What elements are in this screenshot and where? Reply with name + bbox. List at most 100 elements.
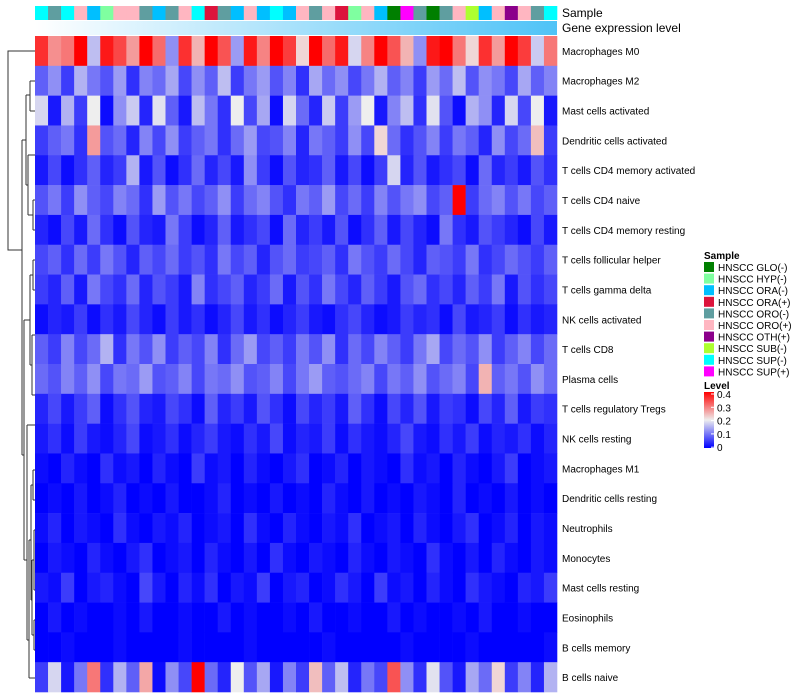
heatmap-cell bbox=[191, 95, 205, 126]
heatmap-cell bbox=[452, 214, 466, 246]
heatmap-cell bbox=[465, 453, 479, 484]
heatmap-cell bbox=[543, 95, 558, 126]
heatmap-cell bbox=[217, 185, 232, 216]
heatmap-cell bbox=[465, 364, 479, 395]
heatmap-cell bbox=[530, 95, 545, 126]
heatmap-cell bbox=[217, 364, 232, 395]
heatmap-cell bbox=[269, 423, 284, 454]
heatmap-cell bbox=[256, 304, 271, 335]
heatmap-cell bbox=[191, 364, 205, 395]
heatmap-cell bbox=[387, 483, 401, 514]
heatmap-cell bbox=[100, 95, 114, 126]
heatmap-cell bbox=[348, 214, 362, 246]
heatmap-cell bbox=[165, 244, 179, 275]
heatmap-cell bbox=[282, 483, 297, 514]
heatmap-cell bbox=[74, 602, 88, 633]
heatmap-cell bbox=[335, 393, 349, 424]
heatmap-cell bbox=[126, 423, 140, 454]
heatmap-cell bbox=[361, 513, 375, 544]
heatmap-cell bbox=[204, 244, 218, 275]
heatmap-cell bbox=[61, 364, 75, 395]
heatmap-cell bbox=[230, 662, 245, 693]
heatmap-cell bbox=[282, 453, 297, 484]
heatmap-cell bbox=[504, 95, 519, 126]
heatmap-cell bbox=[139, 95, 153, 126]
heatmap-cell bbox=[335, 632, 349, 663]
heatmap-cell bbox=[413, 185, 427, 216]
heatmap-cell bbox=[61, 662, 75, 693]
heatmap-cell bbox=[48, 125, 62, 156]
heatmap-cell bbox=[61, 214, 75, 246]
heatmap-cell bbox=[309, 483, 323, 514]
heatmap-cell bbox=[426, 572, 440, 603]
heatmap-cell bbox=[465, 334, 479, 365]
heatmap-cell bbox=[230, 244, 245, 275]
heatmap-cell bbox=[387, 453, 401, 484]
heatmap-cell bbox=[35, 125, 49, 156]
heatmap-cell bbox=[504, 65, 519, 96]
heatmap-cell bbox=[530, 155, 545, 186]
heatmap-cell bbox=[230, 214, 245, 246]
heatmap-cell bbox=[113, 125, 127, 156]
heatmap-cell bbox=[269, 185, 284, 216]
sample-annotation-cell bbox=[439, 6, 453, 20]
row-labels: Macrophages M0 Macrophages M2 Mast cells a… bbox=[562, 47, 695, 684]
heatmap-cell bbox=[413, 334, 427, 365]
heatmap-cell bbox=[113, 304, 127, 335]
heatmap-cell bbox=[387, 304, 401, 335]
heatmap-cell bbox=[452, 453, 466, 484]
heatmap-cell bbox=[269, 572, 284, 603]
heatmap-cell bbox=[165, 185, 179, 216]
heatmap-cell bbox=[191, 274, 205, 305]
heatmap-cell bbox=[452, 125, 466, 156]
heatmap-cell bbox=[191, 513, 205, 544]
heatmap-cell bbox=[530, 602, 545, 633]
heatmap-cell bbox=[439, 304, 453, 335]
heatmap-cell bbox=[387, 155, 401, 186]
heatmap-cell bbox=[491, 95, 506, 126]
heatmap-cell bbox=[230, 185, 245, 216]
sample-annotation-cell bbox=[413, 6, 427, 20]
heatmap-cell bbox=[361, 453, 375, 484]
heatmap-cell bbox=[100, 185, 114, 216]
heatmap-cell bbox=[335, 483, 349, 514]
heatmap-cell bbox=[530, 304, 545, 335]
heatmap-cell bbox=[230, 334, 245, 365]
heatmap-cell bbox=[374, 125, 388, 156]
row-label: T cells CD4 memory resting bbox=[562, 226, 685, 237]
heatmap-cell bbox=[426, 662, 440, 693]
heatmap-cell bbox=[243, 364, 258, 395]
heatmap-cell bbox=[178, 155, 192, 186]
heatmap-cell bbox=[543, 542, 558, 574]
heatmap-cell bbox=[74, 36, 88, 67]
heatmap-cell bbox=[61, 95, 75, 126]
heatmap-cell bbox=[543, 602, 558, 633]
legend-entry-label: HNSCC SUP(+) bbox=[718, 367, 789, 378]
heatmap-cell bbox=[217, 65, 232, 96]
heatmap-cell bbox=[361, 274, 375, 305]
heatmap-cell bbox=[504, 304, 519, 335]
heatmap-cell bbox=[35, 572, 49, 603]
heatmap-cell bbox=[309, 214, 323, 246]
heatmap-cell bbox=[217, 602, 232, 633]
heatmap-cell bbox=[335, 572, 349, 603]
heatmap-cell bbox=[322, 244, 336, 275]
heatmap-cell bbox=[400, 483, 414, 514]
heatmap-cell bbox=[517, 155, 532, 186]
heatmap-cell bbox=[543, 483, 558, 514]
heatmap-cell bbox=[309, 572, 323, 603]
heatmap-cell bbox=[126, 155, 140, 186]
heatmap-cell bbox=[309, 65, 323, 96]
heatmap-cell bbox=[387, 423, 401, 454]
heatmap-cell bbox=[87, 364, 101, 395]
sample-annotation-cell bbox=[322, 6, 336, 20]
heatmap-cell bbox=[87, 423, 101, 454]
heatmap-cell bbox=[335, 214, 349, 246]
heatmap-cell bbox=[504, 274, 519, 305]
heatmap-cell bbox=[400, 65, 414, 96]
heatmap-cell bbox=[491, 155, 506, 186]
heatmap-cell bbox=[191, 602, 205, 633]
heatmap-cell bbox=[374, 393, 388, 424]
sample-annotation-cell bbox=[269, 6, 284, 20]
heatmap-cell bbox=[530, 632, 545, 663]
